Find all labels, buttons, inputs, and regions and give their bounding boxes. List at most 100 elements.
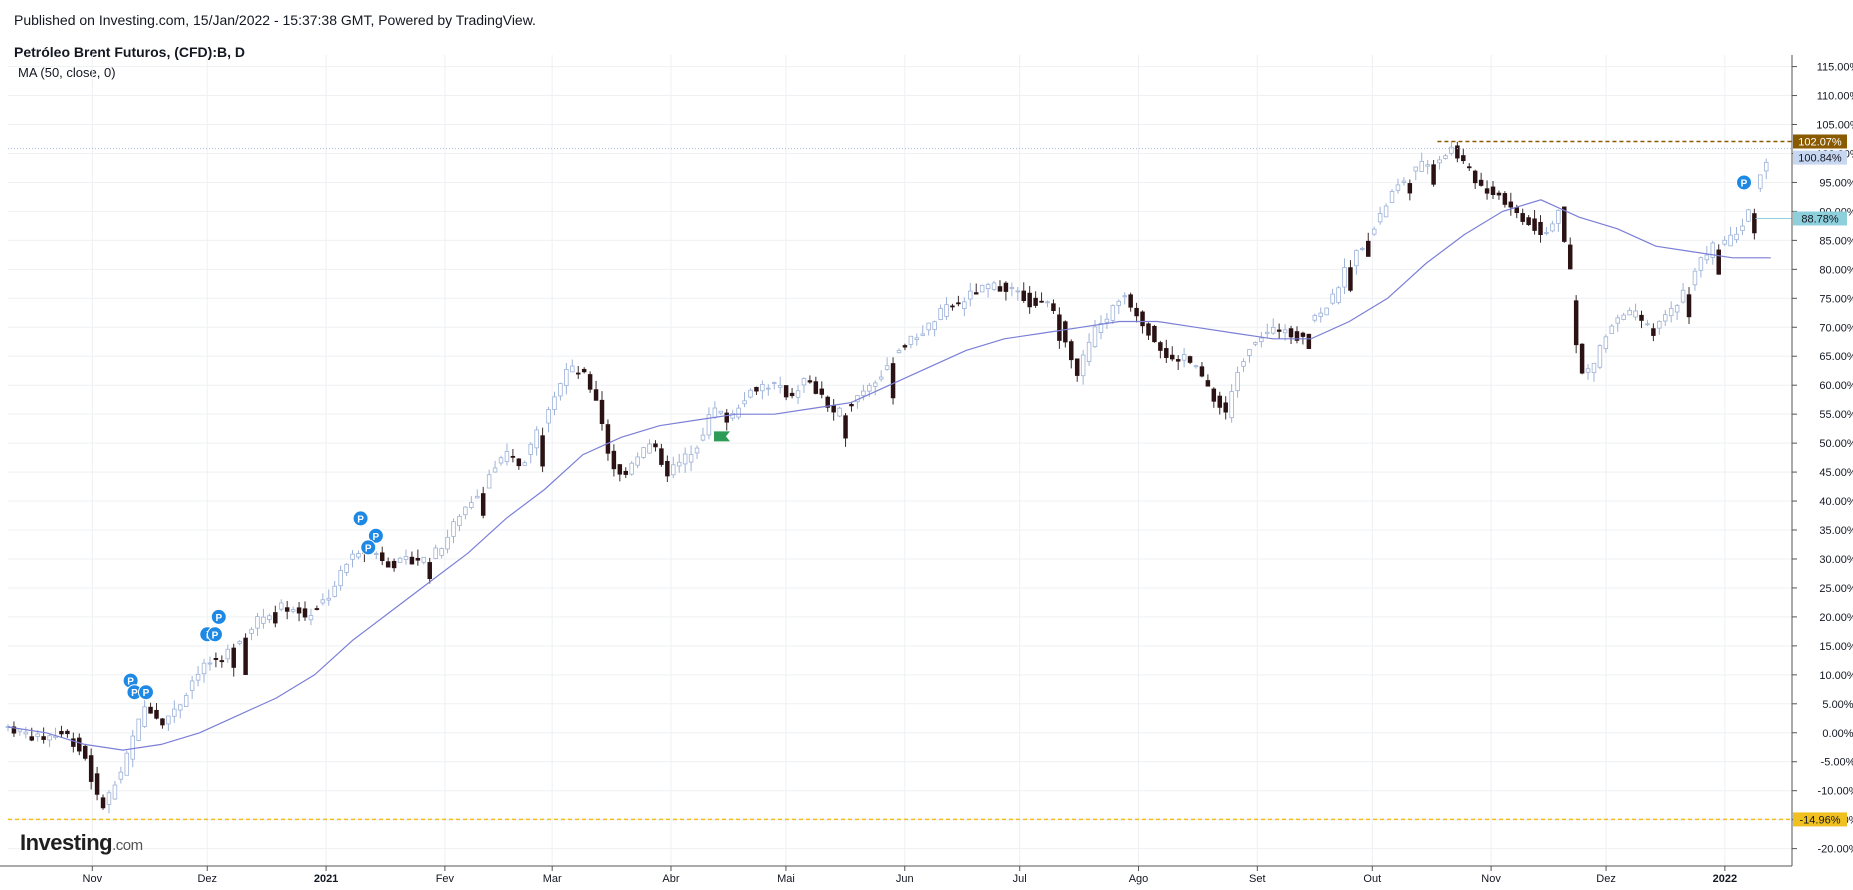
candle-down xyxy=(1211,388,1217,402)
candle-up xyxy=(1597,345,1603,368)
candle-up xyxy=(433,547,438,559)
candle-up xyxy=(837,407,842,417)
candle-down xyxy=(1461,155,1466,162)
x-tick-label: Mai xyxy=(777,873,795,885)
candle-down xyxy=(973,292,979,295)
candle-up xyxy=(671,464,676,476)
event-marker-icon xyxy=(210,608,227,625)
y-tick-label: 30.00% xyxy=(1819,554,1853,566)
candle-down xyxy=(273,612,278,624)
candle-down xyxy=(599,399,605,424)
candle-up xyxy=(1395,184,1401,191)
candle-down xyxy=(302,608,308,618)
candle-down xyxy=(754,386,759,392)
candle-down xyxy=(1490,186,1496,196)
y-tick-label: 70.00% xyxy=(1819,322,1853,334)
candle-down xyxy=(385,561,391,568)
y-tick-label: 35.00% xyxy=(1819,525,1853,537)
x-tick-label: Dez xyxy=(197,873,217,885)
candle-down xyxy=(71,738,76,747)
candle-down xyxy=(1217,395,1223,408)
candle-up xyxy=(700,434,706,441)
candle-up xyxy=(944,304,949,317)
candle-up xyxy=(1746,209,1751,222)
candle-down xyxy=(1003,282,1009,292)
event-marker-label: P xyxy=(1741,178,1748,189)
candle-down xyxy=(1294,331,1300,341)
candle-down xyxy=(1514,207,1520,214)
candle-up xyxy=(985,284,991,290)
candle-up xyxy=(1437,159,1442,164)
candle-up xyxy=(1758,174,1763,189)
candle-down xyxy=(1455,145,1460,159)
candle-down xyxy=(379,552,385,562)
candle-down xyxy=(510,455,516,458)
candle-up xyxy=(1449,146,1454,154)
candle-up xyxy=(1692,270,1698,286)
candle-up xyxy=(1419,160,1424,172)
candle-up xyxy=(1383,205,1389,218)
candle-down xyxy=(296,607,302,614)
candle-up xyxy=(1591,362,1597,374)
candle-up xyxy=(795,390,801,398)
candle-down xyxy=(950,305,955,308)
candle-down xyxy=(540,435,545,467)
candle-down xyxy=(807,380,813,383)
candle-down xyxy=(314,608,320,610)
candle-up xyxy=(932,321,937,330)
candle-up xyxy=(1645,323,1650,326)
candle-down xyxy=(1508,201,1514,208)
candle-up xyxy=(1413,166,1419,172)
candle-down xyxy=(1175,359,1181,362)
candle-down xyxy=(1069,341,1074,361)
candle-up xyxy=(124,752,130,776)
y-tick-label: 40.00% xyxy=(1819,496,1853,508)
candle-up xyxy=(1740,225,1745,231)
candle-down xyxy=(587,374,593,390)
event-marker-icon xyxy=(360,539,377,556)
candle-down xyxy=(154,709,159,719)
last-price-tag: 100.84% xyxy=(1798,153,1842,165)
candle-up xyxy=(706,414,712,436)
candle-up xyxy=(320,599,326,604)
candle-up xyxy=(1389,191,1395,204)
candle-up xyxy=(1253,342,1258,345)
candle-down xyxy=(1187,356,1193,363)
candle-up xyxy=(938,308,943,320)
ma-legend[interactable]: MA (50, close, 0) xyxy=(18,65,116,80)
event-marker-label: P xyxy=(127,677,134,688)
candle-down xyxy=(82,745,88,759)
candle-up xyxy=(861,390,866,396)
candle-up xyxy=(1342,267,1347,288)
grid-layer xyxy=(8,55,1792,866)
candle-up xyxy=(1241,361,1246,367)
y-tick-label: 20.00% xyxy=(1819,612,1853,624)
candle-up xyxy=(742,400,747,405)
flag-icon xyxy=(713,431,730,442)
candle-up xyxy=(801,378,807,386)
candle-down xyxy=(415,557,421,561)
candle-up xyxy=(290,609,296,612)
candle-down xyxy=(665,460,670,477)
candle-down xyxy=(1538,221,1543,236)
event-marker-icon xyxy=(137,684,154,701)
candle-up xyxy=(374,553,379,556)
candle-down xyxy=(1039,300,1044,303)
event-marker-icon xyxy=(1736,174,1753,191)
candle-up xyxy=(130,735,135,760)
candle-down xyxy=(29,736,35,741)
candle-down xyxy=(41,736,46,740)
candle-up xyxy=(867,384,872,392)
candle-up xyxy=(356,553,361,558)
candle-up xyxy=(1710,242,1716,258)
y-tick-label: 10.00% xyxy=(1819,670,1853,682)
candle-up xyxy=(308,615,314,621)
x-tick-label: Dez xyxy=(1596,873,1616,885)
candle-down xyxy=(1466,166,1472,169)
x-tick-label: 2022 xyxy=(1713,873,1737,885)
y-tick-label: 110.00% xyxy=(1817,91,1853,103)
candle-down xyxy=(1407,183,1413,194)
candle-down xyxy=(11,726,17,734)
candle-up xyxy=(991,282,997,290)
